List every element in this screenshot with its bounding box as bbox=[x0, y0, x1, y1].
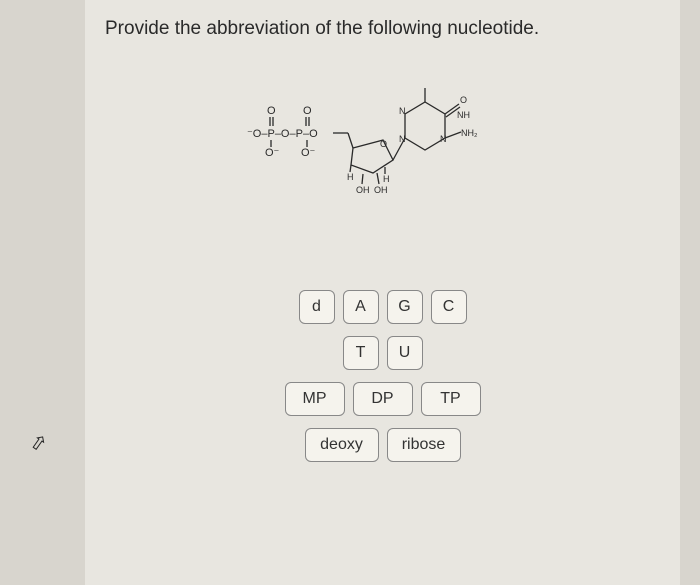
btn-DP[interactable]: DP bbox=[353, 382, 413, 416]
question-prompt: Provide the abbreviation of the followin… bbox=[105, 18, 660, 40]
btn-C[interactable]: C bbox=[431, 290, 467, 324]
btn-U[interactable]: U bbox=[387, 336, 423, 370]
base-n2: N bbox=[399, 106, 406, 116]
phosphate-chain-text: ⁻O–P–O–P–O bbox=[247, 128, 318, 140]
sugar-o: O bbox=[380, 139, 387, 149]
base-n1: N bbox=[399, 134, 406, 144]
answer-buttons: d A G C T U MP DP TP deoxy ribose bbox=[253, 290, 513, 462]
cursor-icon: ⬀ bbox=[28, 429, 49, 457]
base-nh2: NH₂ bbox=[461, 128, 478, 138]
base-nh: NH bbox=[457, 110, 470, 120]
btn-TP[interactable]: TP bbox=[421, 382, 481, 416]
btn-T[interactable]: T bbox=[343, 336, 379, 370]
o-top-2: O bbox=[303, 105, 312, 117]
molecule-structure: ⁻O–P–O–P–O O O O⁻ O⁻ O H H OH bbox=[233, 70, 533, 220]
sugar-h2: H bbox=[383, 174, 390, 184]
base-n3: N bbox=[440, 134, 447, 144]
btn-deoxy[interactable]: deoxy bbox=[305, 428, 379, 462]
btn-ribose[interactable]: ribose bbox=[387, 428, 461, 462]
button-row-2: T U bbox=[343, 336, 423, 370]
button-row-3: MP DP TP bbox=[285, 382, 481, 416]
button-row-1: d A G C bbox=[299, 290, 467, 324]
o-bot-2: O⁻ bbox=[301, 147, 316, 159]
btn-G[interactable]: G bbox=[387, 290, 423, 324]
o-bot-1: O⁻ bbox=[265, 147, 280, 159]
sugar-h1: H bbox=[347, 172, 354, 182]
button-row-4: deoxy ribose bbox=[305, 428, 461, 462]
btn-d[interactable]: d bbox=[299, 290, 335, 324]
sugar-oh2: OH bbox=[374, 185, 388, 195]
sugar-oh1: OH bbox=[356, 185, 370, 195]
btn-A[interactable]: A bbox=[343, 290, 379, 324]
base-o: O bbox=[460, 95, 467, 105]
o-top-1: O bbox=[267, 105, 276, 117]
question-card: Provide the abbreviation of the followin… bbox=[85, 0, 680, 585]
btn-MP[interactable]: MP bbox=[285, 382, 345, 416]
